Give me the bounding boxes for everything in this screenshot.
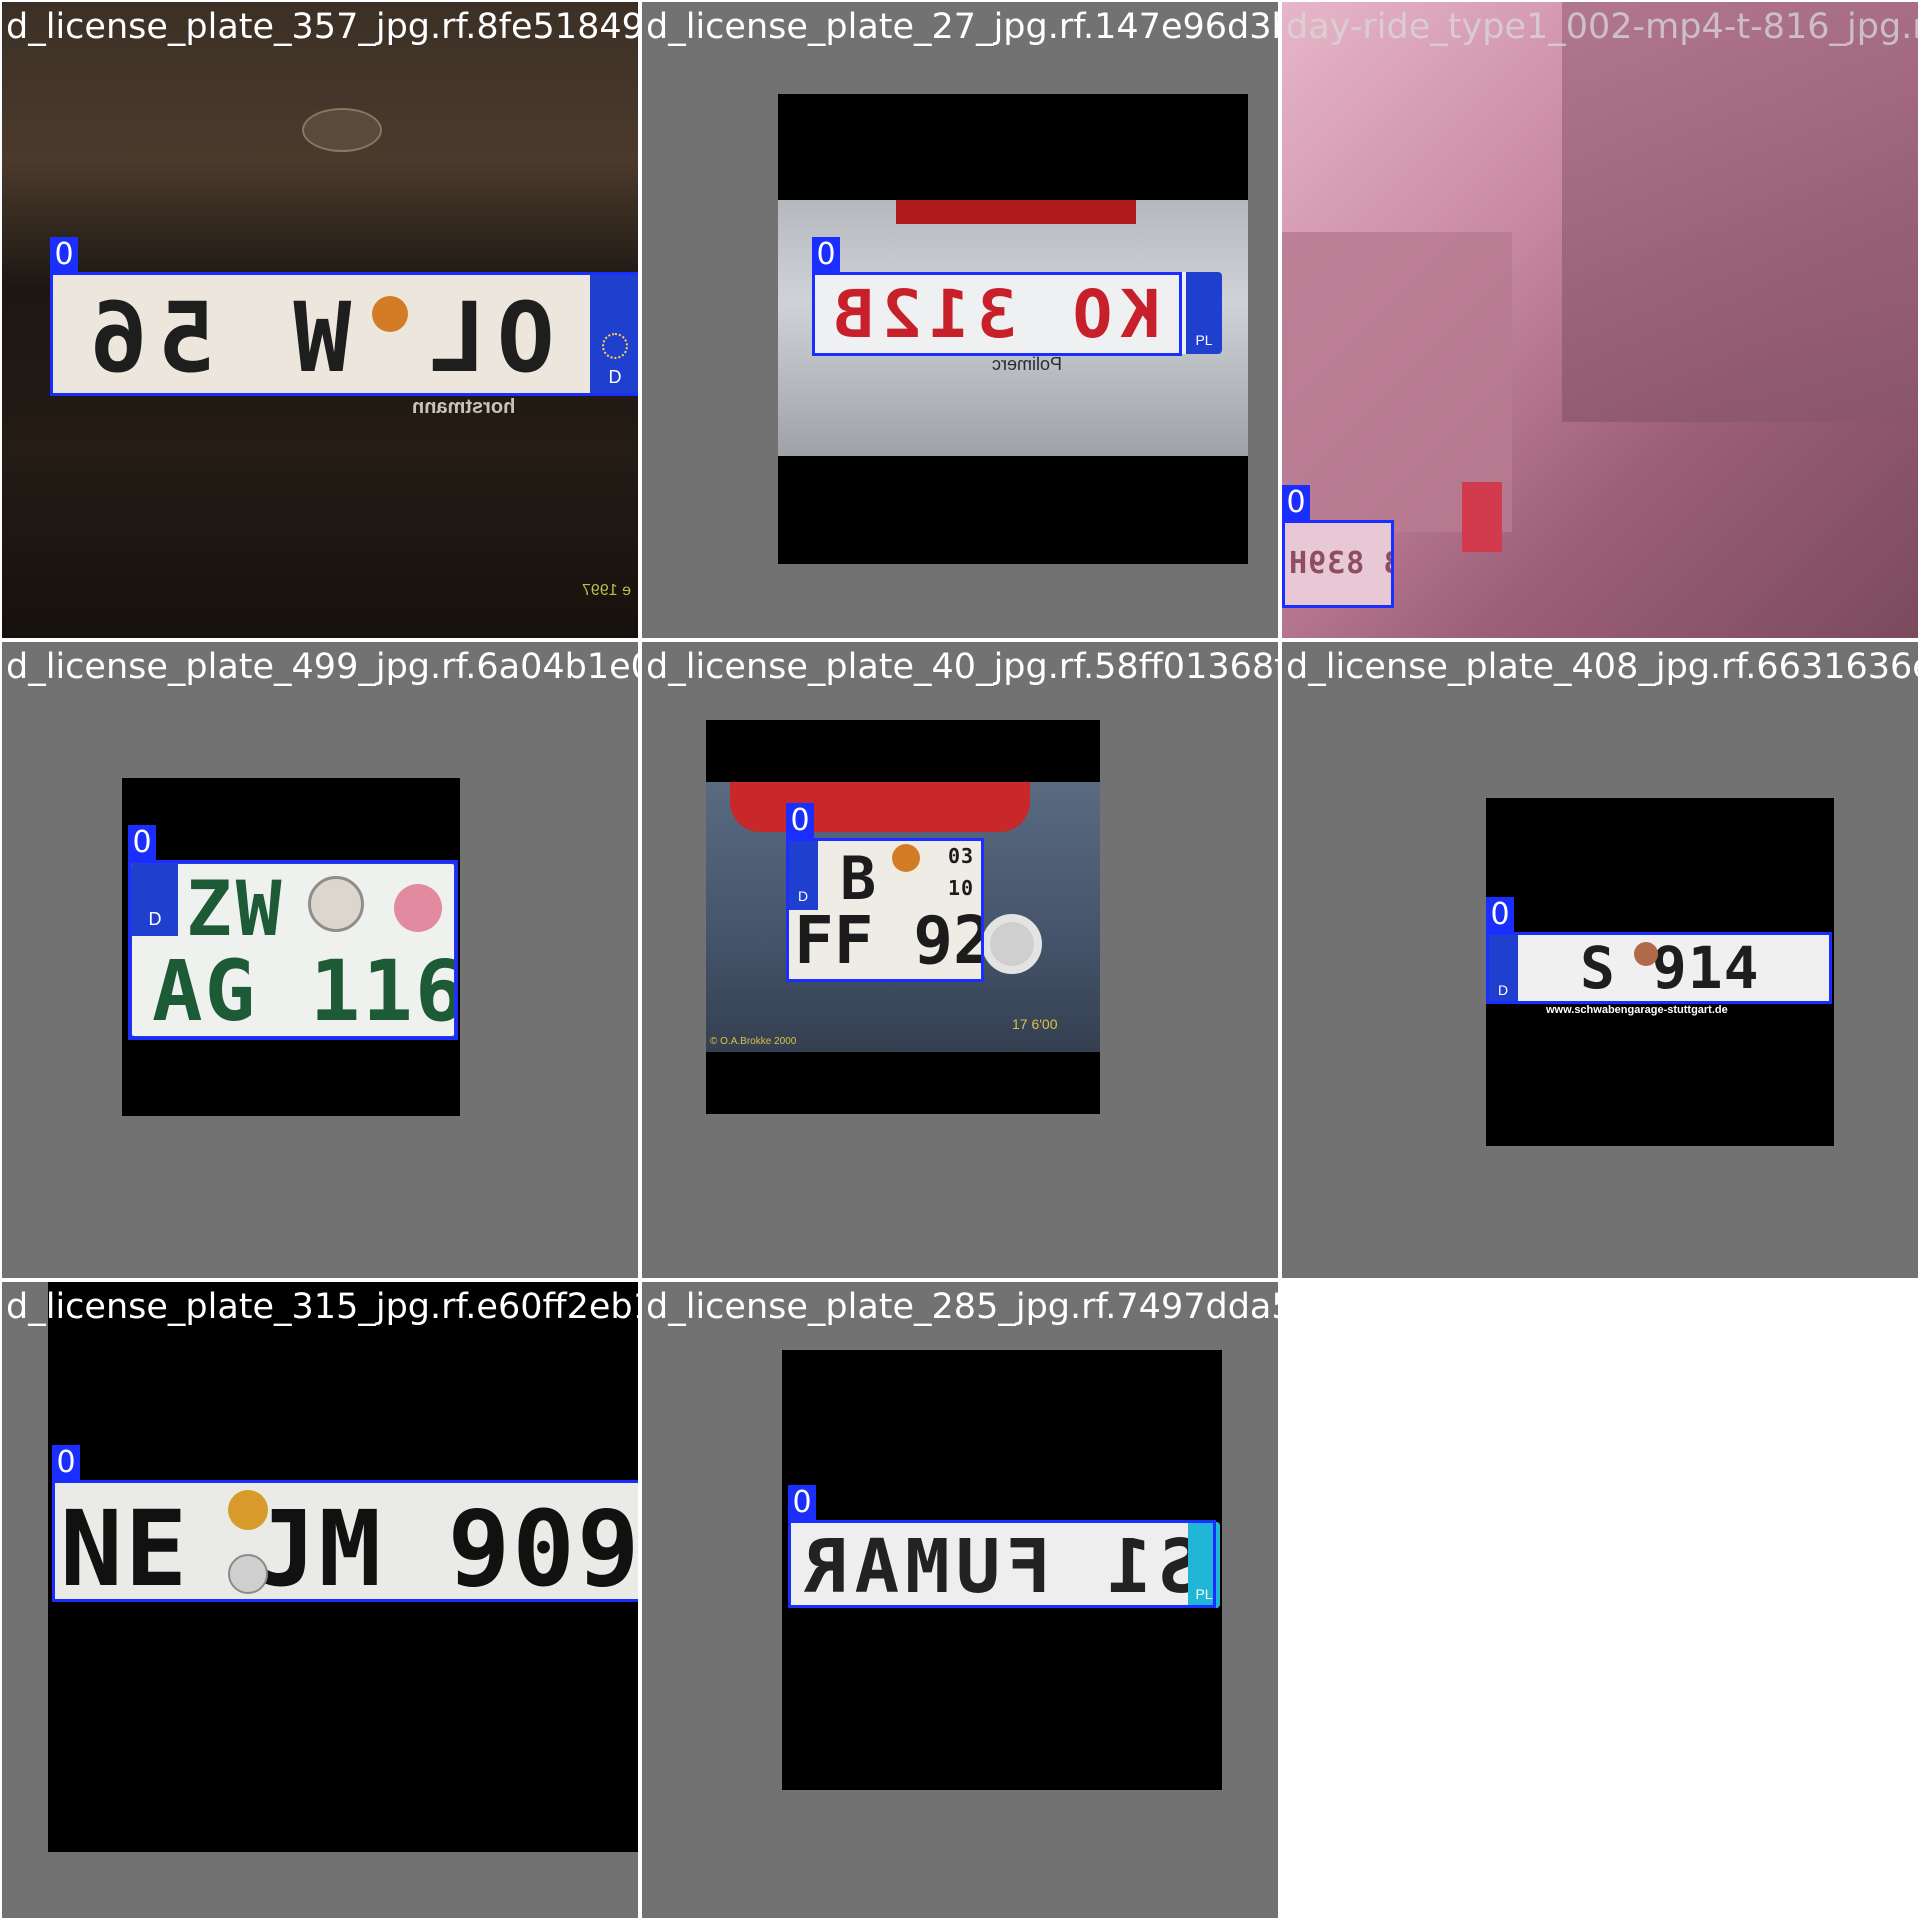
tile-4: D ZW AG 116 0 d_license_plate_499_jpg.rf… [0,640,640,1280]
car-logo [302,108,382,152]
detection-box: 0 [1282,485,1394,608]
plate-frame-url: www.schwabengarage-stuttgart.de [1546,1004,1728,1016]
tile-title: d_license_plate_408_jpg.rf.6631636e [1286,647,1920,687]
tile-1: OL W 56 D horstmann e 1997 0 d_license_p… [0,0,640,640]
inspection-seal [228,1554,268,1594]
class-label: 0 [1282,485,1310,521]
tail-light [1462,482,1502,552]
tail-light [730,782,1030,832]
tile-3: B 839H 0 day-ride_type1_002-mp4-t-816_jp… [1280,0,1920,640]
class-label: 0 [786,803,814,839]
eu-band: D [788,840,818,910]
plate-year: 10 [948,876,975,900]
class-label: 0 [1486,897,1514,933]
tail-light [896,200,1136,224]
plate-line-1: ZW [186,864,286,953]
tile-8: S1 FUMAR PL 0 d_license_plate_285_jpg.rf… [640,1280,1280,1920]
detection-box: 0 [128,825,458,1040]
tile-title: d_license_plate_315_jpg.rf.e60ff2eb146d4 [6,1287,638,1327]
empty-slot [1280,1280,1920,1920]
license-plate: B 839H [1284,522,1392,606]
license-plate: OL W 56 D [50,274,638,394]
inspection-sticker [394,884,442,932]
tile-title: d_license_plate_285_jpg.rf.7497dda556f0 [646,1287,1278,1327]
plate-seal [228,1490,268,1530]
detection-box: 0 [786,803,984,982]
tile-5: D B 03 10 FF 921 © O.A.Brokke 2000 17 6'… [640,640,1280,1280]
license-plate: D B 03 10 FF 921 [788,840,984,982]
building [1562,2,1918,422]
license-plate: D ZW AG 116 [130,862,456,1038]
license-plate: KO 312B PL [812,272,1222,354]
tile-title: day-ride_type1_002-mp4-t-816_jpg.rf.e [1286,7,1920,47]
eu-band: D [590,274,638,394]
class-label: 0 [128,825,156,861]
tile-title: d_license_plate_499_jpg.rf.6a04b1e0d54f [6,647,638,687]
detection-box: 0 [788,1485,1216,1608]
plate-seal [1634,942,1658,966]
tile-2: KO 312B PL Polimerc 0 d_license_plate_27… [640,0,1280,640]
exhaust-pipe [982,914,1042,974]
eu-band: D [1488,934,1518,1004]
plate-seal [892,844,920,872]
license-plate: D S 914 [1488,934,1832,1004]
tile-title: d_license_plate_40_jpg.rf.58ff01368fe0bb [646,647,1278,687]
eu-band: D [132,864,178,936]
class-label: 0 [52,1445,80,1481]
plate-month: 03 [948,844,975,868]
detection-box: 0 [812,237,1182,356]
detection-box: 0 [52,1445,638,1602]
tile-title: d_license_plate_357_jpg.rf.8fe51849eb877… [6,7,638,47]
detection-box: 0 [1486,897,1832,1004]
plate-seal [308,876,364,932]
class-label: 0 [812,237,840,273]
license-plate: S1 FUMAR PL [788,1522,1220,1608]
detection-box: 0 [50,237,638,396]
plate-line-2: AG 116 [152,942,456,1038]
class-label: 0 [50,237,78,273]
photo-credit: © O.A.Brokke 2000 [710,1036,797,1047]
tile-title: d_license_plate_27_jpg.rf.147e96d3b2a7e [646,7,1278,47]
plate-frame-brand: horstmann [412,396,516,418]
tile-6: D S 914 www.schwabengarage-stuttgart.de … [1280,640,1920,1280]
corner-text: e 1997 [582,582,631,599]
plate-line-1: B [840,844,881,914]
plate-frame-brand: Polimerc [992,354,1063,374]
eu-band: PL [1186,272,1222,354]
plate-text: S 914 [1580,934,1760,1002]
date-stamp: 17 6'00 [1012,1016,1058,1032]
class-label: 0 [788,1485,816,1521]
plate-seal [372,296,408,332]
plate-line-2: FF 921 [794,902,984,979]
